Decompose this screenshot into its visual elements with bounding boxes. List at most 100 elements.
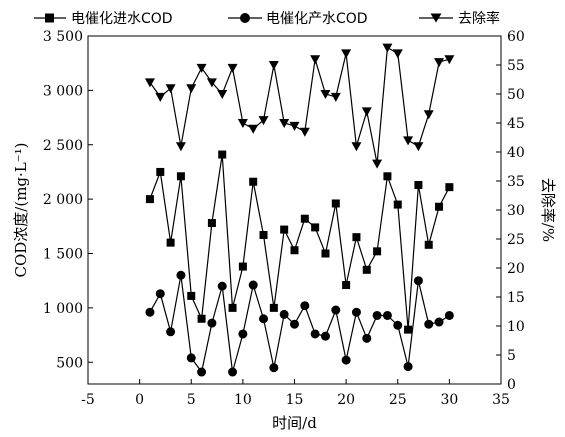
data-point-triangle bbox=[289, 121, 300, 131]
y-left-axis: 500 1 000 1 500 2 000 2 500 3 000 3 500 bbox=[43, 29, 93, 371]
series-layer bbox=[144, 43, 455, 377]
y-right-tick-label: 45 bbox=[507, 116, 525, 132]
data-point-triangle bbox=[155, 92, 166, 102]
data-point-square bbox=[187, 291, 196, 300]
data-point-square bbox=[424, 240, 433, 249]
data-point-square bbox=[393, 200, 402, 209]
x-tick-label: -5 bbox=[81, 392, 95, 408]
x-axis-label: 时间/d bbox=[272, 414, 317, 432]
x-tick-label: 25 bbox=[389, 392, 407, 408]
data-point-triangle bbox=[392, 49, 403, 59]
data-point-triangle bbox=[165, 84, 176, 94]
data-point-circle bbox=[362, 333, 372, 343]
data-point-circle bbox=[217, 281, 227, 291]
data-point-circle bbox=[186, 353, 196, 363]
data-point-circle bbox=[259, 314, 269, 324]
data-point-triangle bbox=[382, 43, 393, 53]
data-point-triangle bbox=[351, 142, 362, 152]
data-point-circle bbox=[403, 362, 413, 372]
data-point-triangle bbox=[444, 55, 455, 65]
data-point-circle bbox=[197, 367, 207, 377]
data-point-circle bbox=[382, 310, 392, 320]
y-left-tick-label: 2 500 bbox=[43, 138, 83, 154]
x-axis: -5 0 5 10 15 20 25 30 35 bbox=[81, 379, 510, 408]
legend-label-inflow: 电催化进水COD bbox=[71, 11, 173, 27]
data-point-circle bbox=[320, 331, 330, 341]
data-point-triangle bbox=[206, 78, 217, 88]
data-point-square bbox=[238, 262, 247, 271]
data-point-circle bbox=[207, 318, 217, 328]
data-point-circle bbox=[341, 355, 351, 365]
y-left-tick-label: 3 500 bbox=[43, 29, 83, 45]
data-point-circle bbox=[228, 367, 238, 377]
y-right-axis-label: 去除率/% bbox=[539, 178, 557, 242]
data-point-triangle bbox=[361, 107, 372, 117]
x-tick-label: 15 bbox=[286, 392, 304, 408]
data-point-square bbox=[259, 231, 268, 240]
data-point-triangle bbox=[279, 119, 290, 128]
data-point-square bbox=[269, 303, 278, 312]
data-point-square bbox=[197, 314, 206, 323]
data-point-circle bbox=[155, 289, 165, 299]
x-tick-label: 0 bbox=[135, 392, 144, 408]
data-point-square bbox=[218, 150, 227, 159]
data-point-triangle bbox=[237, 119, 248, 128]
data-point-triangle bbox=[175, 142, 186, 152]
data-point-circle bbox=[248, 280, 258, 290]
legend-label-outflow: 电催化产水COD bbox=[266, 11, 368, 27]
y-left-tick-label: 1 000 bbox=[43, 301, 83, 317]
data-point-square bbox=[383, 172, 392, 181]
data-point-circle bbox=[238, 329, 248, 339]
data-point-square bbox=[342, 281, 351, 290]
y-right-tick-label: 20 bbox=[507, 261, 525, 277]
data-point-circle bbox=[331, 305, 341, 315]
y-left-axis-label: COD浓度/(mg·L⁻¹) bbox=[12, 142, 30, 277]
data-point-circle bbox=[413, 276, 423, 286]
legend-marker-square bbox=[45, 13, 54, 23]
data-point-circle bbox=[269, 363, 279, 373]
data-point-triangle bbox=[196, 63, 207, 73]
legend-marker-triangle bbox=[430, 13, 442, 23]
y-right-tick-label: 10 bbox=[507, 319, 525, 335]
data-point-triangle bbox=[248, 124, 259, 134]
data-point-square bbox=[228, 303, 237, 312]
data-point-square bbox=[207, 219, 216, 228]
data-point-triangle bbox=[227, 63, 238, 73]
data-point-square bbox=[362, 265, 371, 274]
y-right-tick-label: 40 bbox=[507, 145, 525, 161]
data-point-circle bbox=[310, 329, 320, 339]
data-point-square bbox=[404, 325, 413, 334]
x-tick-label: 30 bbox=[440, 392, 458, 408]
y-right-tick-label: 55 bbox=[507, 58, 525, 74]
y-right-tick-label: 0 bbox=[507, 377, 516, 393]
data-point-triangle bbox=[268, 61, 279, 70]
data-point-circle bbox=[444, 310, 454, 320]
data-point-square bbox=[352, 233, 361, 242]
data-point-triangle bbox=[434, 58, 445, 68]
y-right-tick-label: 60 bbox=[507, 29, 525, 45]
y-left-tick-label: 500 bbox=[56, 355, 83, 371]
data-point-triangle bbox=[144, 78, 155, 88]
data-point-triangle bbox=[413, 142, 424, 152]
data-point-square bbox=[300, 214, 309, 223]
data-point-circle bbox=[372, 310, 382, 320]
data-point-triangle bbox=[258, 116, 269, 126]
data-point-triangle bbox=[372, 159, 383, 169]
data-point-circle bbox=[166, 327, 176, 337]
y-left-tick-label: 1 500 bbox=[43, 247, 83, 263]
data-point-triangle bbox=[186, 84, 197, 94]
y-right-tick-label: 35 bbox=[507, 174, 525, 190]
data-point-square bbox=[280, 225, 289, 234]
y-right-tick-label: 25 bbox=[507, 232, 525, 248]
legend: 电催化进水COD 电催化产水COD 去除率 bbox=[34, 10, 500, 27]
data-point-circle bbox=[300, 301, 310, 311]
data-point-triangle bbox=[299, 127, 310, 137]
data-point-square bbox=[156, 167, 165, 176]
series-line-2 bbox=[149, 46, 450, 164]
y-right-tick-label: 30 bbox=[507, 203, 525, 219]
y-right-tick-label: 5 bbox=[507, 348, 516, 364]
data-point-triangle bbox=[423, 110, 434, 120]
data-point-square bbox=[290, 246, 299, 255]
data-point-circle bbox=[145, 307, 155, 317]
